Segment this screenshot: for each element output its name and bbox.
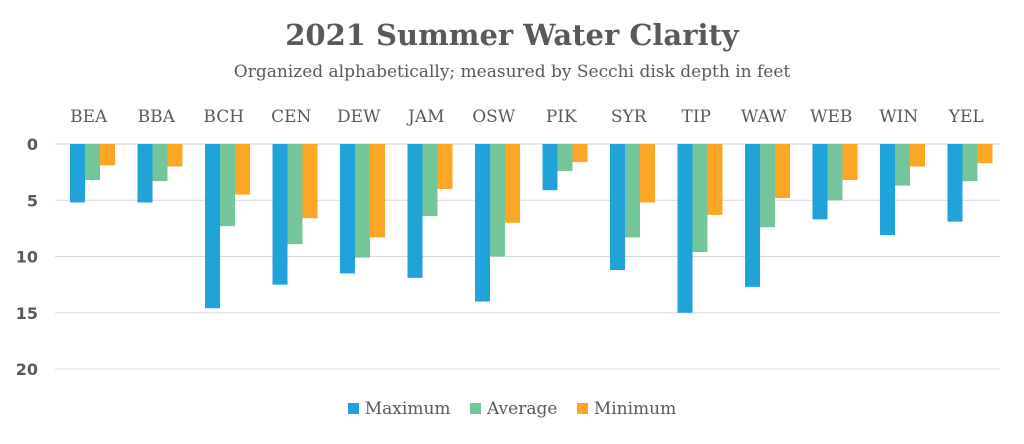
bar-minimum <box>437 144 453 189</box>
bar-minimum <box>505 144 520 223</box>
chart-title: 2021 Summer Water Clarity <box>285 18 739 52</box>
bar-maximum <box>137 144 153 203</box>
chart-subtitle: Organized alphabetically; measured by Se… <box>233 62 791 82</box>
bar-maximum <box>70 144 85 203</box>
bar-average <box>895 144 910 186</box>
bar-average <box>625 144 640 238</box>
x-tick-label: WIN <box>879 107 918 127</box>
x-tick-label: TIP <box>682 107 712 127</box>
legend: Maximum Average Minimum <box>0 399 1024 419</box>
bar-minimum <box>235 144 250 195</box>
bar-maximum <box>542 144 558 191</box>
legend-swatch-maximum <box>347 403 359 414</box>
bar-minimum <box>167 144 183 167</box>
x-tick-label: YEL <box>948 107 984 127</box>
y-tick-label: 20 <box>16 360 38 379</box>
bar-maximum <box>340 144 355 274</box>
bar-maximum <box>880 144 895 236</box>
x-tick-label: SYR <box>611 107 648 127</box>
legend-item-maximum: Maximum <box>347 399 451 419</box>
bar-average <box>355 144 370 258</box>
x-tick-label: CEN <box>271 107 311 127</box>
bar-minimum <box>100 144 115 166</box>
bar-minimum <box>640 144 655 203</box>
bar-minimum <box>370 144 385 238</box>
bar-average <box>422 144 438 216</box>
x-tick-label: WEB <box>810 107 852 127</box>
bar-average <box>692 144 708 252</box>
bar-average <box>85 144 100 180</box>
bar-maximum <box>272 144 288 285</box>
bar-maximum <box>677 144 693 313</box>
bar-maximum <box>205 144 220 309</box>
legend-item-average: Average <box>469 399 558 419</box>
bar-minimum <box>707 144 723 215</box>
bar-minimum <box>572 144 588 162</box>
x-tick-label: JAM <box>406 107 445 127</box>
bar-minimum <box>910 144 925 167</box>
bar-average <box>287 144 303 245</box>
x-tick-label: WAW <box>741 107 787 127</box>
bar-minimum <box>302 144 318 219</box>
x-tick-label: BBA <box>138 107 176 127</box>
bar-average <box>760 144 775 228</box>
bar-minimum <box>977 144 993 164</box>
x-tick-label: DEW <box>337 107 381 127</box>
legend-label-minimum: Minimum <box>593 399 677 419</box>
legend-item-minimum: Minimum <box>576 399 677 419</box>
x-tick-label: PIK <box>546 107 577 127</box>
bar-maximum <box>475 144 490 302</box>
bar-minimum <box>842 144 858 180</box>
legend-swatch-minimum <box>576 403 588 414</box>
legend-label-maximum: Maximum <box>364 399 451 419</box>
bar-average <box>152 144 168 182</box>
bar-average <box>557 144 573 171</box>
bar-maximum <box>812 144 828 220</box>
legend-label-average: Average <box>486 399 558 419</box>
x-tick-label: BCH <box>203 107 244 127</box>
bar-maximum <box>407 144 423 278</box>
bar-average <box>220 144 235 227</box>
x-tick-label: BEA <box>70 107 108 127</box>
y-tick-label: 10 <box>16 248 38 267</box>
y-tick-label: 0 <box>27 135 38 154</box>
legend-swatch-average <box>469 403 481 414</box>
y-tick-label: 5 <box>27 191 38 210</box>
bar-average <box>962 144 978 182</box>
bar-maximum <box>947 144 963 222</box>
bar-average <box>827 144 843 201</box>
x-tick-label: OSW <box>472 107 516 127</box>
bar-maximum <box>745 144 760 287</box>
bar-minimum <box>775 144 790 198</box>
bar-maximum <box>610 144 625 270</box>
y-tick-label: 15 <box>16 304 38 323</box>
bar-average <box>490 144 505 257</box>
